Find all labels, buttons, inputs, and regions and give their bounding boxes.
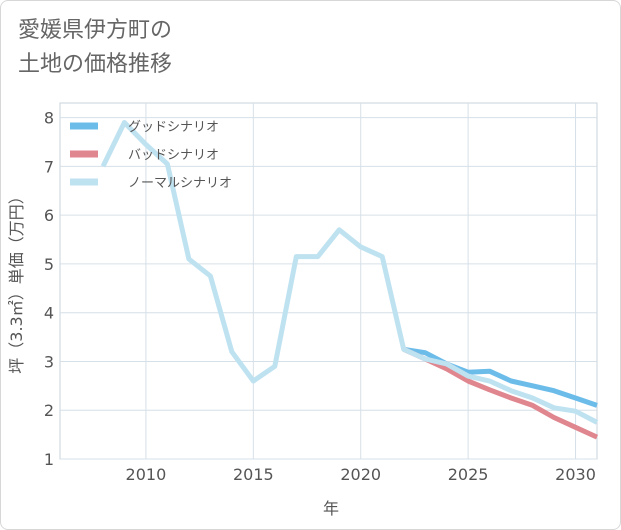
y-tick-label: 3 bbox=[44, 352, 54, 371]
x-tick-label: 2015 bbox=[233, 465, 274, 484]
good-scenario-line bbox=[403, 346, 598, 408]
x-axis-ticks: 2010 2015 2020 2025 2030 bbox=[126, 465, 596, 484]
normal-scenario-line bbox=[100, 120, 599, 425]
normal-scenario-legend-label: ノーマルシナリオ bbox=[128, 176, 232, 191]
series-layer bbox=[100, 120, 599, 440]
grid-lines bbox=[60, 103, 597, 460]
y-axis-ticks: 1 2 3 4 5 6 7 8 bbox=[44, 109, 54, 469]
y-tick-label: 4 bbox=[44, 304, 54, 323]
chart-title-line-1: 愛媛県伊方町の bbox=[18, 18, 173, 43]
y-tick-label: 6 bbox=[44, 206, 54, 225]
good-scenario-legend-label: グッドシナリオ bbox=[128, 120, 219, 135]
x-tick-label: 2020 bbox=[340, 465, 381, 484]
x-tick-label: 2010 bbox=[126, 465, 167, 484]
chart-title-line-2: 土地の価格推移 bbox=[18, 52, 173, 77]
bad-scenario-legend-label: バッドシナリオ bbox=[128, 148, 219, 163]
y-axis-label: 坪（3.3㎡）単価（万円） bbox=[7, 188, 26, 373]
y-tick-label: 2 bbox=[44, 401, 54, 420]
x-tick-label: 2025 bbox=[448, 465, 489, 484]
y-tick-label: 5 bbox=[44, 255, 54, 274]
plot-area bbox=[59, 102, 598, 460]
chart-title: 愛媛県伊方町の 土地の価格推移 bbox=[18, 14, 172, 82]
x-axis-label: 年 bbox=[323, 499, 339, 518]
y-tick-label: 7 bbox=[44, 157, 54, 176]
x-tick-label: 2030 bbox=[555, 465, 596, 484]
y-tick-label: 8 bbox=[44, 109, 54, 128]
y-tick-label: 1 bbox=[44, 450, 54, 469]
